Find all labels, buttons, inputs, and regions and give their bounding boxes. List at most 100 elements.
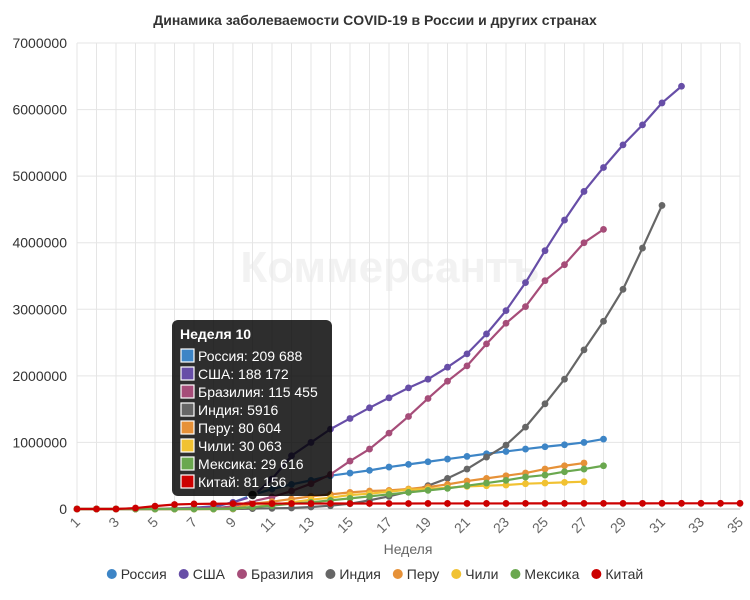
x-tick-label: 9 <box>222 514 239 531</box>
data-point <box>249 500 256 507</box>
data-point <box>463 500 471 507</box>
data-point <box>366 445 373 453</box>
y-tick-label: 0 <box>59 501 67 517</box>
x-tick-label: 23 <box>490 514 512 536</box>
data-point <box>502 307 510 315</box>
legend-marker <box>451 569 462 579</box>
data-point <box>600 317 607 325</box>
data-point <box>717 499 724 507</box>
data-point <box>444 377 451 385</box>
data-point <box>366 466 373 474</box>
data-point <box>600 164 607 171</box>
x-tick-label: 15 <box>334 514 356 536</box>
x-tick-label: 31 <box>646 514 668 536</box>
x-tick-label: 29 <box>607 514 629 536</box>
data-point <box>463 362 471 370</box>
data-point <box>385 463 393 471</box>
data-point <box>444 455 451 463</box>
legend-item-Китай[interactable]: Китай <box>591 566 643 582</box>
data-point <box>600 435 607 443</box>
tooltip-swatch <box>180 366 195 381</box>
tooltip-swatch <box>180 456 195 471</box>
data-point <box>483 330 490 338</box>
legend-item-Перу[interactable]: Перу <box>392 566 439 582</box>
data-point <box>463 465 471 473</box>
tooltip-item: США: 188 172 <box>198 366 289 382</box>
legend-label: Бразилия <box>251 566 313 582</box>
x-tick-label: 35 <box>724 514 746 536</box>
data-point <box>502 472 510 480</box>
data-point <box>112 505 120 513</box>
data-point <box>580 465 588 473</box>
x-tick-label: 11 <box>257 514 279 536</box>
data-point <box>502 441 510 449</box>
y-tick-label: 4000000 <box>12 235 67 251</box>
y-tick-label: 6000000 <box>12 102 67 118</box>
data-point <box>736 499 744 507</box>
data-point <box>580 478 588 486</box>
tooltip-swatch <box>180 438 195 453</box>
data-point <box>541 247 549 255</box>
y-tick-label: 3000000 <box>12 301 67 317</box>
data-point <box>483 479 490 487</box>
data-point <box>522 500 529 507</box>
data-point <box>541 400 549 408</box>
legend-marker <box>392 569 403 579</box>
tooltip-swatch <box>180 348 195 363</box>
legend-label: Перу <box>407 566 439 582</box>
tooltip-item: Бразилия: 115 455 <box>198 384 318 400</box>
data-point <box>619 285 627 293</box>
legend-label: Китай <box>605 566 643 582</box>
x-tick-label: 3 <box>105 514 122 531</box>
x-tick-label: 27 <box>568 514 590 536</box>
data-point <box>385 500 393 507</box>
data-point <box>405 500 412 507</box>
data-point <box>463 482 471 490</box>
tooltip-title: Неделя 10 <box>180 326 251 342</box>
data-point <box>307 500 315 507</box>
data-point <box>580 188 588 195</box>
data-point <box>190 500 198 508</box>
data-point <box>151 502 159 510</box>
legend-item-США[interactable]: США <box>178 566 226 582</box>
x-tick-label: 21 <box>451 514 473 536</box>
data-point <box>678 82 685 90</box>
x-tick-label: 17 <box>373 514 395 536</box>
legend-marker <box>510 569 521 579</box>
data-point <box>541 465 549 473</box>
data-point <box>424 395 432 402</box>
series-line <box>77 85 683 511</box>
legend-item-Бразилия[interactable]: Бразилия <box>237 566 313 582</box>
x-tick-label: 7 <box>183 514 200 531</box>
data-point <box>346 494 354 502</box>
legend-item-Мексика[interactable]: Мексика <box>510 566 580 582</box>
legend-marker <box>325 569 336 579</box>
series-lines <box>73 82 744 513</box>
data-point <box>522 473 529 481</box>
data-point <box>444 474 451 482</box>
data-point <box>171 501 178 508</box>
data-point <box>463 453 471 460</box>
chart-title: Динамика заболеваемости COVID-19 в Росси… <box>153 12 597 28</box>
data-point <box>561 499 568 507</box>
legend-item-Индия[interactable]: Индия <box>325 566 381 582</box>
data-point <box>346 415 354 422</box>
data-point <box>424 486 432 494</box>
data-point <box>600 499 607 507</box>
legend-item-Чили[interactable]: Чили <box>451 566 498 582</box>
data-point <box>541 277 549 285</box>
data-point <box>639 121 646 129</box>
legend-marker <box>178 569 189 579</box>
data-point <box>229 500 237 508</box>
data-point <box>93 505 100 513</box>
data-point <box>639 244 646 252</box>
tooltip-item: Индия: 5916 <box>198 402 279 418</box>
tooltip-box <box>172 320 332 496</box>
data-point <box>132 504 139 512</box>
legend-item-Россия[interactable]: Россия <box>106 566 167 582</box>
data-point <box>424 458 432 466</box>
data-point <box>288 500 295 507</box>
data-point <box>541 479 549 487</box>
data-point <box>268 500 276 507</box>
